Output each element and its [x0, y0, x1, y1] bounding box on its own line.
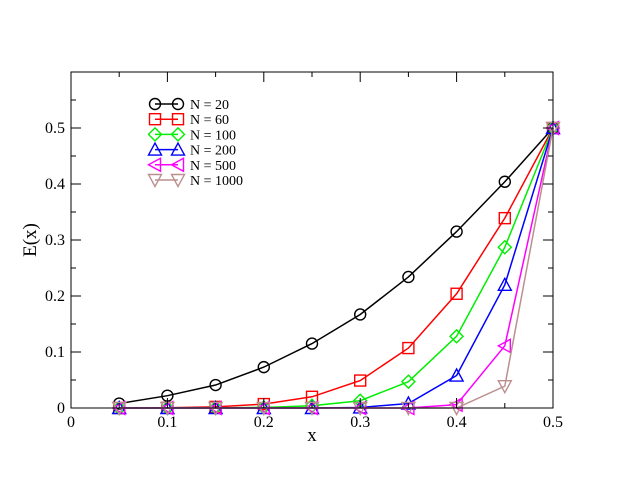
data-point [209, 378, 222, 392]
data-point [402, 341, 415, 355]
series-3 [111, 120, 561, 416]
legend-item: N = 60 [148, 112, 229, 128]
y-tick-label: 0 [57, 400, 65, 417]
legend-item: N = 500 [147, 157, 236, 174]
series-5 [111, 120, 560, 416]
series-layer [111, 120, 561, 416]
series-2 [112, 121, 560, 415]
legend-marker [170, 141, 186, 156]
data-point [305, 337, 319, 350]
legend-marker [170, 173, 186, 188]
data-point [497, 379, 513, 395]
legend-label: N = 100 [190, 128, 236, 143]
series-line [119, 127, 554, 405]
legend-item: N = 100 [147, 126, 236, 143]
data-point [450, 225, 463, 238]
data-point [354, 308, 367, 321]
y-axis-label: E(x) [20, 223, 41, 257]
x-tick-label: 0.3 [350, 414, 370, 431]
data-point [448, 367, 465, 382]
data-point [257, 360, 270, 374]
x-tick-label: 0 [67, 414, 75, 431]
legend-marker [147, 173, 163, 188]
legend-marker [147, 126, 163, 142]
y-tick-label: 0.3 [45, 232, 65, 249]
legend-marker [147, 157, 162, 173]
legend-label: N = 200 [190, 144, 236, 159]
legend-item: N = 1000 [147, 173, 243, 189]
series-4 [111, 120, 561, 415]
legend-label: N = 20 [190, 98, 229, 113]
data-point [450, 287, 463, 300]
legend-item: N = 20 [148, 97, 229, 113]
x-axis-label: x [307, 425, 317, 446]
legend-label: N = 500 [190, 159, 236, 174]
legend-marker [148, 97, 162, 111]
data-point [400, 374, 416, 390]
series-1 [112, 121, 560, 410]
y-tick-label: 0.1 [45, 344, 65, 361]
legend-item: N = 200 [147, 141, 236, 159]
legend-marker [170, 157, 185, 173]
x-tick-label: 0.4 [447, 414, 467, 431]
y-tick-label: 0.4 [45, 176, 65, 193]
series-line [119, 127, 554, 409]
data-point [402, 270, 415, 284]
legend-marker [171, 112, 185, 126]
legend-marker [170, 126, 186, 142]
data-point [497, 276, 513, 291]
y-tick-label: 0.5 [45, 120, 65, 137]
data-point [498, 211, 511, 225]
data-point [498, 175, 511, 188]
data-point [496, 338, 511, 354]
x-tick-label: 0.5 [543, 414, 563, 431]
data-point [354, 374, 367, 387]
x-tick-label: 0.1 [157, 414, 177, 431]
y-tick-label: 0.2 [45, 288, 65, 305]
legend-marker [148, 112, 162, 126]
legend-label: N = 60 [190, 113, 229, 128]
plot-frame [70, 71, 554, 409]
legend-marker [147, 141, 163, 156]
data-point [497, 239, 513, 255]
legend-marker [171, 97, 185, 111]
axes-ticks: 0 0.1 0.2 0.3 0.4 0.5 0 0.1 0.2 0.3 0.4 0.5 [45, 72, 563, 431]
legend-label: N = 1000 [190, 174, 243, 189]
x-tick-label: 0.2 [254, 414, 274, 431]
data-point [449, 328, 465, 344]
